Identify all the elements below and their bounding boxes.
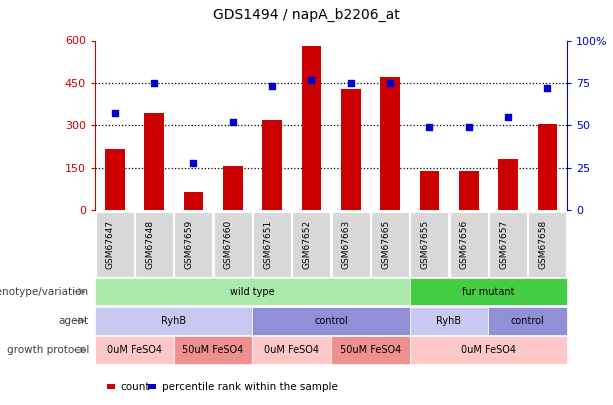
Text: 50uM FeSO4: 50uM FeSO4 bbox=[183, 345, 243, 355]
Point bbox=[346, 80, 356, 86]
Bar bbox=[538, 124, 557, 210]
Text: GSM67665: GSM67665 bbox=[381, 220, 390, 269]
Text: 0uM FeSO4: 0uM FeSO4 bbox=[264, 345, 319, 355]
Bar bbox=[262, 120, 282, 210]
Text: GSM67658: GSM67658 bbox=[538, 220, 547, 269]
Text: control: control bbox=[314, 316, 348, 326]
Bar bbox=[183, 192, 203, 210]
Bar bbox=[341, 89, 360, 210]
Point bbox=[267, 83, 277, 90]
Text: GSM67659: GSM67659 bbox=[185, 220, 193, 269]
Text: GSM67652: GSM67652 bbox=[302, 220, 311, 269]
Text: agent: agent bbox=[59, 316, 89, 326]
Point bbox=[188, 160, 198, 166]
Text: wild type: wild type bbox=[230, 287, 275, 296]
Bar bbox=[498, 159, 518, 210]
Point bbox=[464, 124, 474, 130]
Point bbox=[385, 80, 395, 86]
Text: RyhB: RyhB bbox=[161, 316, 186, 326]
Text: RyhB: RyhB bbox=[436, 316, 462, 326]
Text: GSM67660: GSM67660 bbox=[224, 220, 233, 269]
Point bbox=[503, 114, 513, 120]
Text: fur mutant: fur mutant bbox=[462, 287, 514, 296]
Text: GSM67651: GSM67651 bbox=[263, 220, 272, 269]
Point bbox=[110, 110, 120, 117]
Bar bbox=[380, 77, 400, 210]
Text: GSM67656: GSM67656 bbox=[460, 220, 469, 269]
Text: 50uM FeSO4: 50uM FeSO4 bbox=[340, 345, 401, 355]
Text: GSM67655: GSM67655 bbox=[421, 220, 429, 269]
Bar bbox=[302, 46, 321, 210]
Text: GSM67663: GSM67663 bbox=[341, 220, 351, 269]
Point bbox=[228, 119, 238, 125]
Text: 0uM FeSO4: 0uM FeSO4 bbox=[107, 345, 162, 355]
Point bbox=[306, 76, 316, 83]
Text: growth protocol: growth protocol bbox=[7, 345, 89, 355]
Text: percentile rank within the sample: percentile rank within the sample bbox=[162, 382, 338, 392]
Bar bbox=[144, 113, 164, 210]
Point bbox=[424, 124, 434, 130]
Text: GSM67657: GSM67657 bbox=[499, 220, 508, 269]
Bar bbox=[419, 171, 439, 210]
Bar bbox=[105, 149, 124, 210]
Point bbox=[149, 80, 159, 86]
Bar bbox=[459, 171, 479, 210]
Point bbox=[543, 85, 552, 91]
Text: GSM67647: GSM67647 bbox=[105, 220, 115, 269]
Text: 0uM FeSO4: 0uM FeSO4 bbox=[461, 345, 516, 355]
Text: genotype/variation: genotype/variation bbox=[0, 287, 89, 296]
Text: GDS1494 / napA_b2206_at: GDS1494 / napA_b2206_at bbox=[213, 8, 400, 22]
Text: control: control bbox=[511, 316, 544, 326]
Bar bbox=[223, 166, 243, 210]
Text: count: count bbox=[121, 382, 150, 392]
Text: GSM67648: GSM67648 bbox=[145, 220, 154, 269]
